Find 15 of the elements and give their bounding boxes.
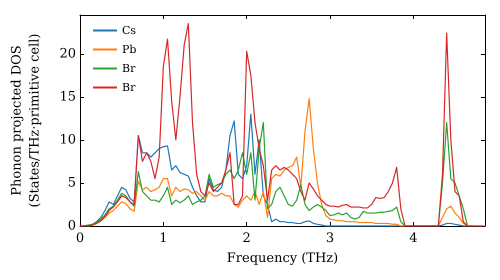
y-tick-label: 0 [68,218,76,234]
x-tick-label: 3 [326,231,334,246]
y-axis-title: Phonon projected DOS (States/THz·primitive cell) [10,33,42,208]
legend-label: Cs [122,24,136,37]
x-axis-title: Frequency (THz) [226,251,338,266]
y-tick-label: 5 [68,175,76,190]
legend-label: Pb [122,43,136,56]
x-tick-label: 2 [242,231,251,246]
y-tick-label: 20 [59,46,76,62]
x-tick-label: 1 [159,231,168,246]
x-tick-label: 4 [409,231,418,246]
legend-label: Br [122,62,136,75]
y-tick-label: 15 [59,89,76,104]
y-tick-label: 10 [59,132,76,148]
legend-label: Br [122,81,136,94]
